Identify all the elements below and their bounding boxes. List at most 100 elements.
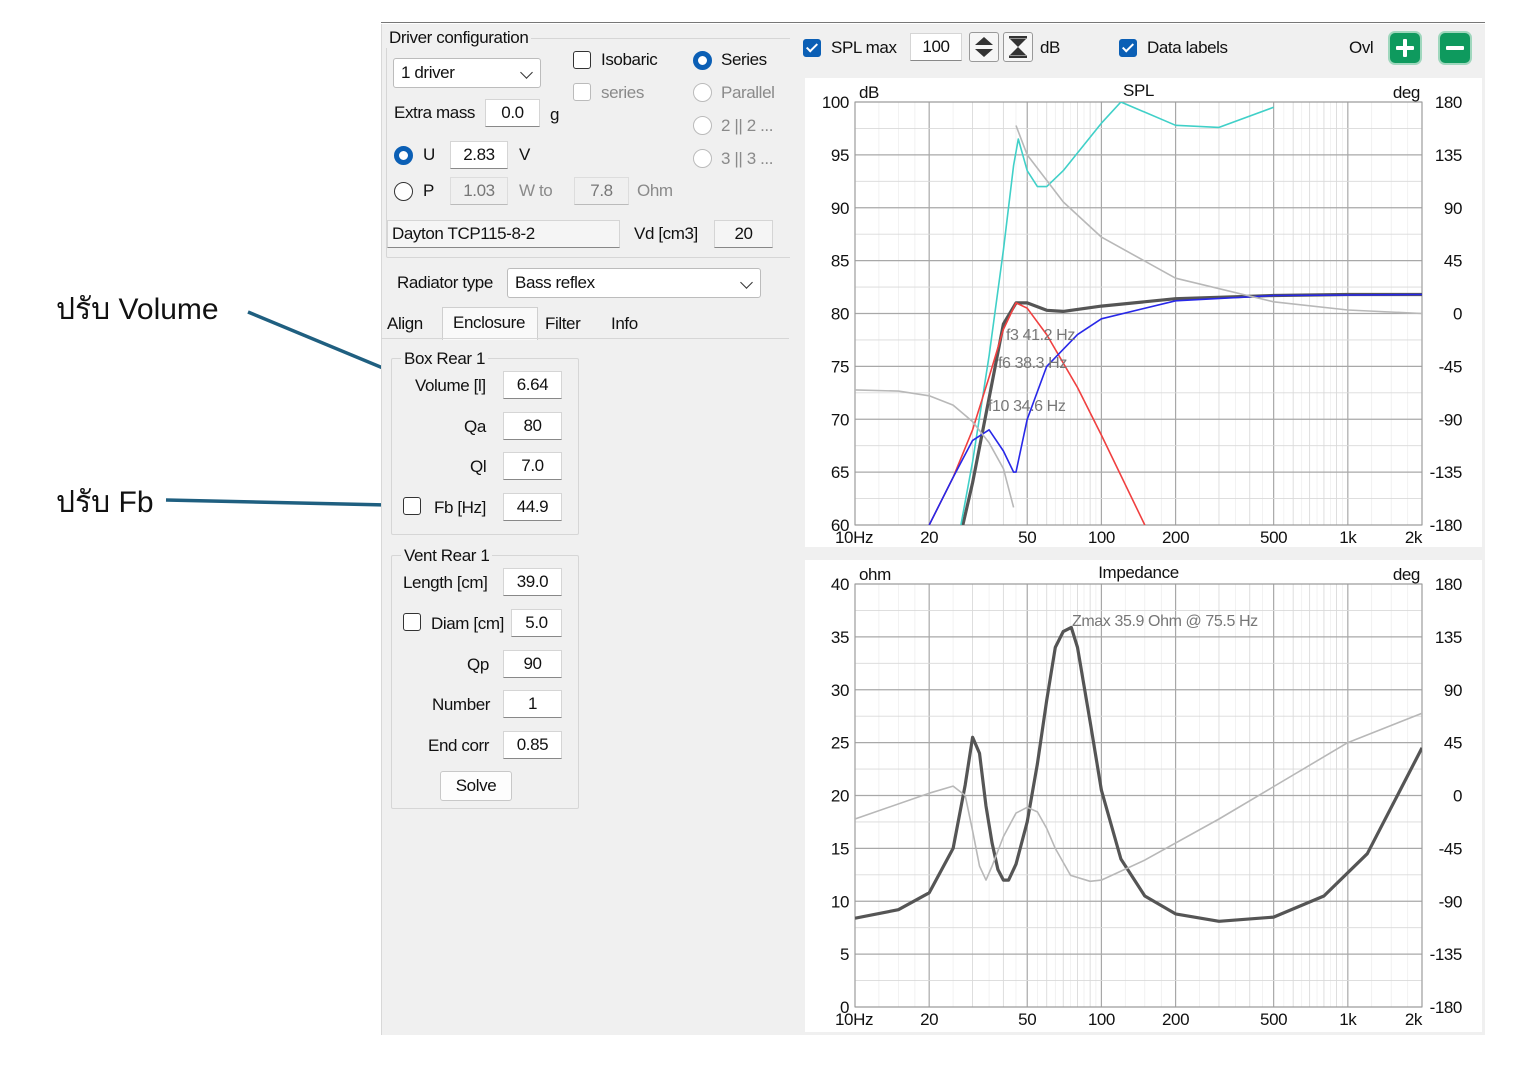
isobaric-checkbox[interactable] bbox=[573, 51, 591, 69]
y-tick-label: 65 bbox=[831, 463, 849, 482]
vent-number-input[interactable]: 1 bbox=[503, 690, 562, 718]
ql-label: Ql bbox=[470, 457, 487, 476]
fb-input[interactable]: 44.9 bbox=[503, 493, 562, 521]
ohm-unit: Ohm bbox=[637, 181, 673, 200]
vent-length-input[interactable]: 39.0 bbox=[503, 568, 562, 596]
y2-tick-label: 90 bbox=[1444, 681, 1462, 700]
fb-checkbox[interactable] bbox=[403, 497, 421, 515]
zoom-out-button[interactable] bbox=[1438, 31, 1472, 65]
series-checkbox[interactable] bbox=[573, 83, 591, 101]
p-power-input[interactable]: 1.03 bbox=[450, 177, 508, 205]
plot-border bbox=[854, 583, 1423, 1008]
y2-tick-label: -45 bbox=[1439, 839, 1462, 858]
tab-enclosure[interactable]: Enclosure bbox=[442, 307, 538, 340]
parallel-radio[interactable] bbox=[693, 83, 712, 102]
grid bbox=[854, 101, 1423, 526]
driver-count-select[interactable]: 1 driver bbox=[393, 58, 541, 88]
data-labels-checkbox[interactable] bbox=[1119, 39, 1137, 57]
two-parallel-radio[interactable] bbox=[693, 116, 712, 135]
y2-tick-label: -135 bbox=[1430, 463, 1462, 482]
y2-tick-label: 135 bbox=[1435, 628, 1462, 647]
spl-chart: 100 95 90 85 80 75 70 65 60 180 135 90 45 0 -45 -90 -135… bbox=[822, 81, 1463, 547]
tab-info[interactable]: Info bbox=[611, 314, 638, 333]
qp-input[interactable]: 90 bbox=[503, 650, 562, 678]
diam-checkbox[interactable] bbox=[403, 613, 421, 631]
ql-input[interactable]: 7.0 bbox=[503, 452, 562, 480]
spl-fit-button[interactable] bbox=[1003, 32, 1033, 62]
driver-name-field[interactable]: Dayton TCP115-8-2 bbox=[387, 220, 620, 248]
x-tick-label: 1k bbox=[1339, 1010, 1357, 1029]
u-radio[interactable] bbox=[394, 146, 413, 165]
spl-max-label: SPL max bbox=[831, 38, 897, 57]
y2-tick-label: -180 bbox=[1430, 998, 1462, 1017]
parallel-label: Parallel bbox=[721, 83, 775, 102]
y2-tick-label: -135 bbox=[1430, 945, 1462, 964]
series-line bbox=[855, 712, 1422, 883]
x-tick-label: 500 bbox=[1260, 528, 1287, 547]
volume-input[interactable]: 6.64 bbox=[503, 371, 562, 399]
spl-max-checkbox[interactable] bbox=[803, 39, 821, 57]
y2-tick-label: 90 bbox=[1444, 199, 1462, 218]
vent-diam-input[interactable]: 5.0 bbox=[511, 609, 562, 637]
three-parallel-radio[interactable] bbox=[693, 149, 712, 168]
y-tick-label: 100 bbox=[822, 93, 849, 112]
plus-icon-vertical bbox=[1403, 39, 1407, 57]
ovl-label: Ovl bbox=[1349, 38, 1374, 57]
y2-tick-label: 180 bbox=[1435, 575, 1462, 594]
series-check-label: series bbox=[601, 83, 644, 102]
series-line bbox=[855, 625, 1422, 923]
y-tick-label: 70 bbox=[831, 410, 849, 429]
x-tick-label: 1k bbox=[1339, 528, 1357, 547]
volume-label: Volume [l] bbox=[415, 376, 486, 395]
vd-input[interactable]: 20 bbox=[714, 220, 773, 248]
ohm-input[interactable]: 7.8 bbox=[574, 177, 629, 205]
u-voltage-input[interactable]: 2.83 bbox=[450, 141, 508, 169]
x-tick-label: 50 bbox=[1018, 528, 1036, 547]
y2-tick-label: -45 bbox=[1439, 357, 1462, 376]
tab-align[interactable]: Align bbox=[387, 314, 423, 333]
series-line bbox=[928, 302, 1146, 525]
fb-annotation: ปรับ Fb bbox=[56, 486, 154, 519]
three-parallel-label: 3 || 3 ... bbox=[721, 149, 774, 168]
y-tick-label: 85 bbox=[831, 252, 849, 271]
minus-icon bbox=[1446, 46, 1464, 50]
chevron-down-icon bbox=[740, 276, 753, 289]
data-label: f3 41.2 Hz bbox=[1006, 327, 1075, 344]
vent-group-title: Vent Rear 1 bbox=[401, 546, 493, 566]
data-label: f6 38.3 Hz bbox=[998, 355, 1067, 372]
series-line bbox=[960, 102, 1274, 525]
series-radio-label: Series bbox=[721, 50, 767, 69]
x-tick-label: 500 bbox=[1260, 1010, 1287, 1029]
y2-tick-label: 45 bbox=[1444, 734, 1462, 753]
qa-input[interactable]: 80 bbox=[503, 412, 562, 440]
qp-label: Qp bbox=[467, 655, 489, 674]
db-unit: dB bbox=[1040, 38, 1060, 57]
tab-filter[interactable]: Filter bbox=[545, 314, 581, 333]
volume-annotation: ปรับ Volume bbox=[56, 293, 219, 326]
spl-stepper-button[interactable] bbox=[969, 32, 999, 62]
series-radio[interactable] bbox=[693, 51, 712, 70]
y-tick-label: 75 bbox=[831, 357, 849, 376]
y-tick-label: 25 bbox=[831, 734, 849, 753]
y-tick-label: 90 bbox=[831, 199, 849, 218]
x-tick-label: 50 bbox=[1018, 1010, 1036, 1029]
y2-tick-label: 0 bbox=[1453, 305, 1462, 324]
x-tick-label: 20 bbox=[920, 528, 938, 547]
zoom-in-button[interactable] bbox=[1388, 31, 1422, 65]
y2-axis-label: deg bbox=[1393, 83, 1420, 102]
end-corr-label: End corr bbox=[428, 736, 490, 755]
y-tick-label: 40 bbox=[831, 575, 849, 594]
spl-max-input[interactable]: 100 bbox=[910, 33, 962, 61]
end-corr-input[interactable]: 0.85 bbox=[503, 731, 562, 759]
solve-button[interactable]: Solve bbox=[440, 771, 512, 801]
y-tick-label: 10 bbox=[831, 892, 849, 911]
y2-tick-label: 135 bbox=[1435, 146, 1462, 165]
radiator-type-select[interactable]: Bass reflex bbox=[507, 268, 761, 298]
extra-mass-input[interactable]: 0.0 bbox=[485, 99, 540, 127]
p-label: P bbox=[423, 181, 434, 200]
x-tick-label: 100 bbox=[1088, 1010, 1115, 1029]
chart-title: SPL bbox=[1123, 81, 1154, 100]
p-radio[interactable] bbox=[394, 182, 413, 201]
x-tick-label: 10Hz bbox=[835, 528, 873, 547]
u-label: U bbox=[423, 145, 435, 164]
